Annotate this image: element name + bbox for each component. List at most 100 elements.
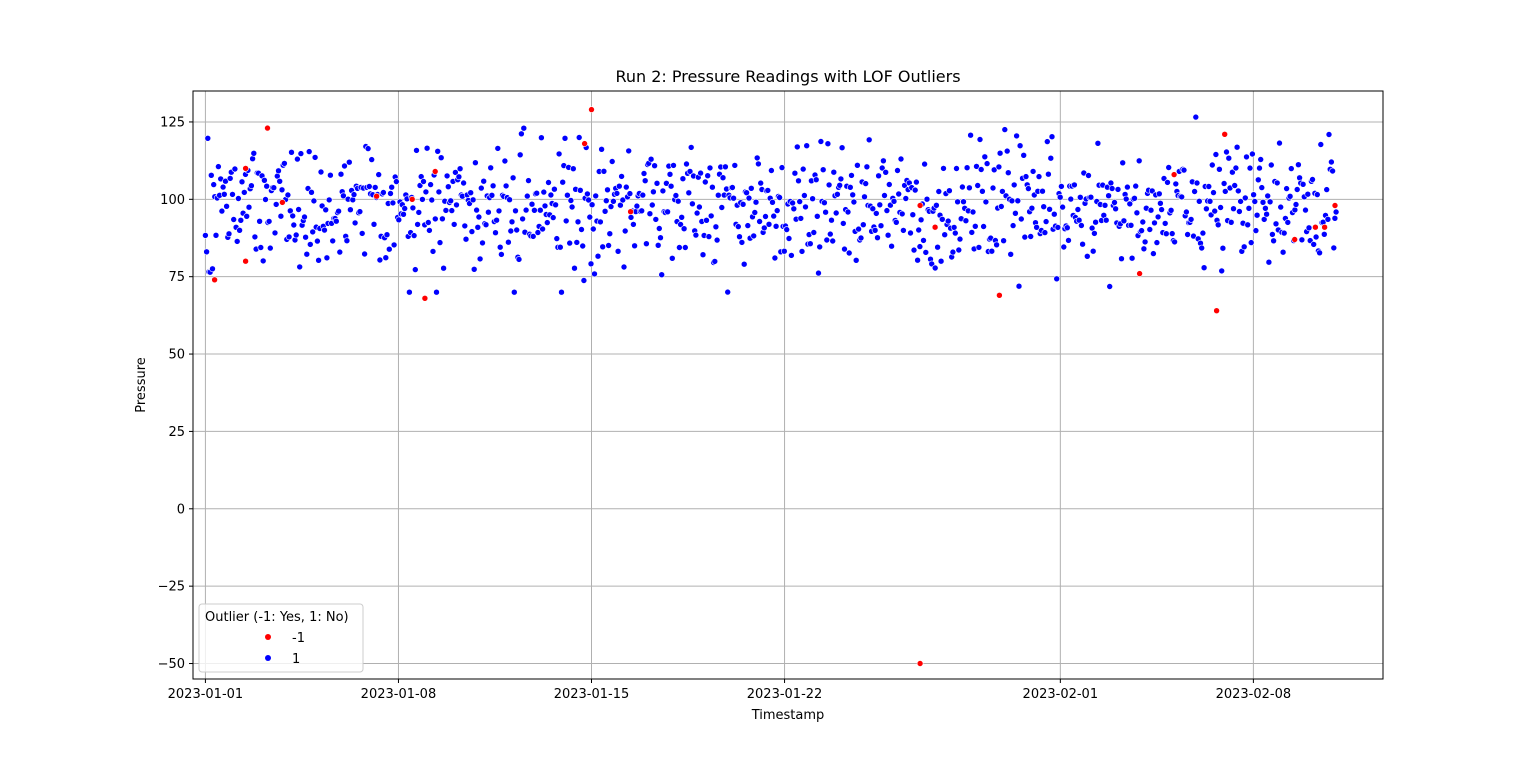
normal-point xyxy=(783,226,791,233)
outlier-point xyxy=(264,124,271,132)
normal-point xyxy=(1191,188,1198,195)
normal-point xyxy=(467,189,475,196)
normal-point xyxy=(498,251,505,258)
x-tick-label: 2023-01-15 xyxy=(554,687,630,702)
normal-point xyxy=(980,223,987,230)
normal-point xyxy=(413,147,420,154)
normal-point xyxy=(650,188,657,196)
normal-point xyxy=(401,205,409,212)
normal-point xyxy=(907,229,914,237)
normal-point xyxy=(841,245,848,253)
normal-point xyxy=(233,238,241,245)
normal-point xyxy=(1299,181,1307,188)
normal-point xyxy=(393,178,400,185)
normal-point xyxy=(846,184,854,191)
normal-point xyxy=(812,176,820,183)
outlier-point xyxy=(373,192,380,200)
normal-point xyxy=(1087,193,1095,201)
normal-point xyxy=(668,254,676,262)
outlier-point xyxy=(916,660,924,667)
normal-point xyxy=(434,148,442,155)
normal-point xyxy=(347,206,354,213)
normal-point xyxy=(651,162,658,169)
normal-point xyxy=(648,201,656,209)
normal-point xyxy=(513,226,521,234)
normal-point xyxy=(977,166,985,173)
normal-point xyxy=(241,189,248,196)
normal-point xyxy=(809,195,816,202)
normal-point xyxy=(598,146,605,153)
normal-point xyxy=(1060,243,1068,251)
normal-point xyxy=(436,239,444,246)
normal-point xyxy=(251,233,259,241)
normal-point xyxy=(1017,215,1025,223)
normal-point xyxy=(473,206,480,214)
normal-point xyxy=(639,191,647,199)
normal-point xyxy=(301,213,308,221)
normal-point xyxy=(773,207,781,214)
normal-point xyxy=(810,229,818,236)
normal-point xyxy=(202,232,209,239)
normal-point xyxy=(495,207,503,215)
normal-point xyxy=(819,166,827,173)
normal-point xyxy=(317,168,325,176)
normal-point xyxy=(752,198,760,206)
normal-point xyxy=(1217,204,1224,211)
normal-point xyxy=(429,248,437,255)
normal-point xyxy=(332,217,340,225)
normal-point xyxy=(753,154,761,162)
normal-point xyxy=(981,153,989,161)
normal-point xyxy=(419,196,426,203)
normal-point xyxy=(1108,185,1116,192)
normal-point xyxy=(1074,206,1082,213)
normal-point xyxy=(857,234,865,242)
normal-point xyxy=(588,201,596,208)
normal-point xyxy=(218,207,226,215)
normal-point xyxy=(1279,248,1287,256)
normal-point xyxy=(1332,208,1340,216)
normal-point xyxy=(674,197,682,205)
normal-point xyxy=(345,158,353,166)
normal-point xyxy=(956,235,964,243)
normal-point xyxy=(443,172,451,180)
normal-point xyxy=(888,242,895,250)
normal-point xyxy=(1085,172,1092,179)
normal-point xyxy=(1284,219,1292,226)
normal-point xyxy=(1240,243,1248,251)
normal-point xyxy=(1220,180,1228,187)
normal-point xyxy=(966,184,973,192)
normal-point xyxy=(1040,203,1047,210)
normal-point xyxy=(1230,205,1237,212)
normal-point xyxy=(1180,166,1188,174)
normal-point xyxy=(697,169,704,177)
normal-point xyxy=(1094,140,1102,147)
outlier-point xyxy=(242,257,249,265)
normal-point xyxy=(460,179,467,187)
normal-point xyxy=(821,199,828,206)
normal-point xyxy=(658,271,666,279)
normal-point xyxy=(797,215,805,222)
normal-point xyxy=(1314,191,1321,198)
normal-point xyxy=(477,184,485,192)
normal-point xyxy=(261,177,268,184)
normal-point xyxy=(1025,185,1032,192)
normal-point xyxy=(696,203,703,211)
normal-point xyxy=(933,202,940,209)
normal-point xyxy=(704,172,712,179)
normal-point xyxy=(844,208,852,216)
normal-point xyxy=(1004,169,1012,176)
normal-point xyxy=(1222,188,1229,195)
normal-point xyxy=(573,239,581,246)
normal-point xyxy=(714,191,722,199)
normal-point xyxy=(589,225,597,233)
normal-point xyxy=(608,158,616,165)
normal-point xyxy=(1183,208,1190,216)
normal-point xyxy=(1089,247,1097,255)
normal-point xyxy=(343,237,351,244)
normal-point xyxy=(238,178,246,186)
normal-point xyxy=(1118,255,1125,263)
normal-point xyxy=(305,148,313,155)
normal-point xyxy=(262,196,269,203)
normal-point xyxy=(838,144,846,151)
